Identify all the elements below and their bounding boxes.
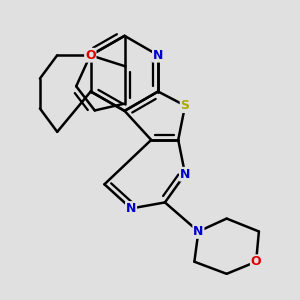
Text: N: N	[126, 202, 136, 215]
Text: N: N	[180, 168, 190, 181]
Text: N: N	[193, 225, 204, 238]
Text: O: O	[251, 255, 261, 268]
Text: N: N	[153, 49, 163, 62]
Text: O: O	[85, 49, 96, 62]
Text: S: S	[181, 99, 190, 112]
